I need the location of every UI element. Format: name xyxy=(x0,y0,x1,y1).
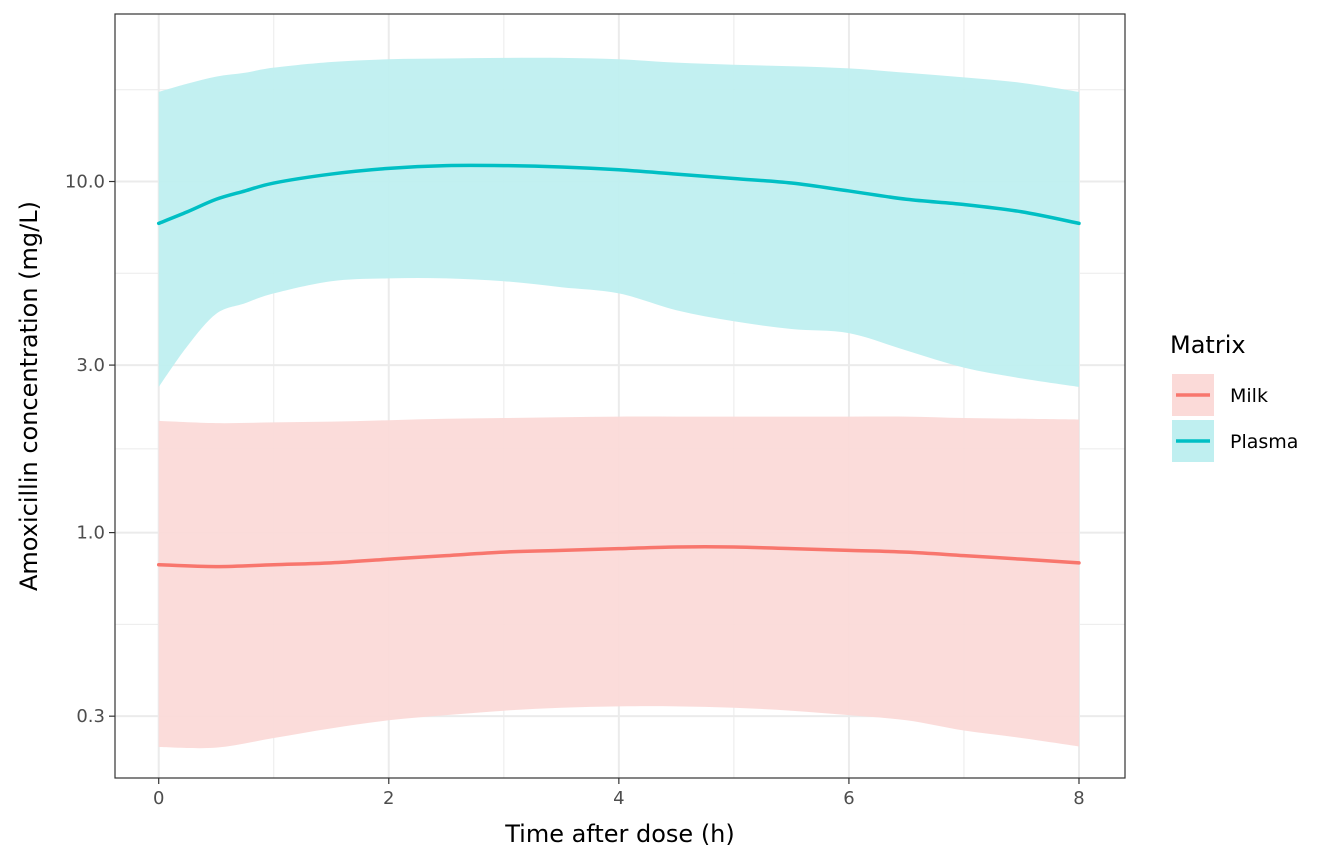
legend-item-plasma: Plasma xyxy=(1172,420,1298,462)
x-tick-label: 4 xyxy=(613,788,624,809)
x-axis-title: Time after dose (h) xyxy=(504,820,735,848)
x-tick-label: 6 xyxy=(843,788,854,809)
band-milk xyxy=(158,416,1079,749)
series-lines xyxy=(156,163,1081,569)
legend-item-milk: Milk xyxy=(1172,374,1268,416)
x-axis: 0 2 4 6 8 xyxy=(153,778,1085,809)
x-tick-label: 2 xyxy=(383,788,394,809)
y-axis: 0.3 1.0 3.0 10.0 xyxy=(65,172,115,727)
y-axis-title: Amoxicillin concentration (mg/L) xyxy=(15,201,43,591)
legend-label-milk: Milk xyxy=(1230,385,1268,407)
legend-title: Matrix xyxy=(1170,331,1246,359)
line-milk xyxy=(156,545,1081,569)
legend: Matrix Milk Plasma xyxy=(1170,331,1298,462)
y-tick-label: 10.0 xyxy=(65,172,105,193)
y-tick-label: 0.3 xyxy=(76,706,105,727)
y-tick-label: 3.0 xyxy=(76,355,105,376)
legend-label-plasma: Plasma xyxy=(1230,431,1298,453)
confidence-bands xyxy=(158,57,1079,749)
band-plasma xyxy=(158,57,1079,387)
plot-border xyxy=(114,13,1126,779)
x-tick-label: 0 xyxy=(153,788,164,809)
y-tick-label: 1.0 xyxy=(76,523,105,544)
x-tick-label: 8 xyxy=(1073,788,1084,809)
line-plasma xyxy=(156,163,1081,226)
